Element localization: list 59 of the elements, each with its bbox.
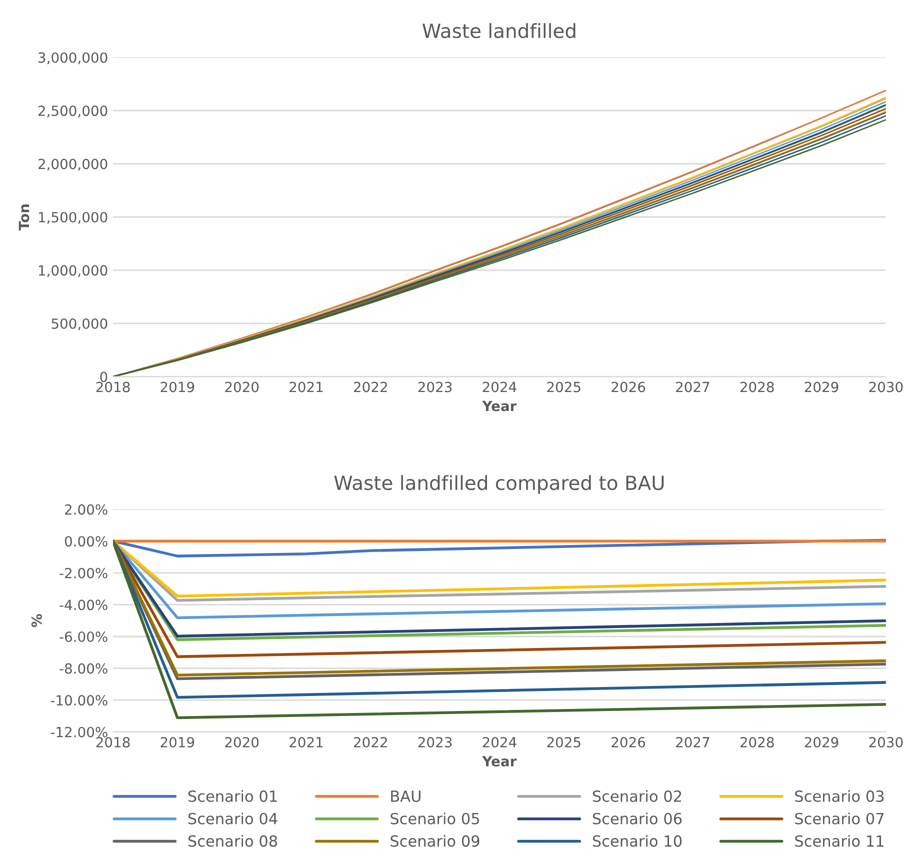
x-tick-label: 2021 — [290, 736, 323, 748]
legend-label: Scenario 07 — [795, 812, 884, 824]
y-tick-label: -6.00% — [60, 631, 108, 642]
x-axis-title: Year — [482, 400, 517, 412]
x-tick-label: 2022 — [354, 736, 387, 748]
x-tick-label: 2024 — [482, 736, 516, 748]
legend-label: Scenario 06 — [592, 812, 682, 824]
chart-title: Waste landfilled compared to BAU — [334, 475, 664, 494]
x-tick-label: 2027 — [676, 736, 710, 748]
chart-title: Waste landfilled — [422, 23, 576, 38]
x-tick-label: 2024 — [482, 382, 516, 392]
x-tick-label: 2029 — [804, 382, 838, 392]
x-tick-label: 2021 — [290, 382, 323, 392]
x-tick-label: 2018 — [96, 736, 130, 748]
legend-label: Scenario 10 — [592, 834, 682, 847]
y-tick-label: 1,500,000 — [38, 212, 108, 224]
y-tick-label: 1,000,000 — [38, 265, 108, 278]
y-tick-label: -4.00% — [60, 600, 108, 610]
y-tick-label: 0.00% — [64, 536, 108, 547]
x-tick-label: 2030 — [869, 382, 903, 392]
x-tick-label: 2027 — [676, 382, 710, 392]
y-axis-title: % — [31, 614, 42, 628]
legend-label: Scenario 09 — [390, 834, 480, 847]
x-tick-label: 2018 — [96, 382, 130, 392]
legend-label: Scenario 11 — [795, 834, 884, 847]
x-tick-label: 2023 — [418, 736, 452, 748]
x-tick-label: 2023 — [418, 382, 452, 392]
legend-label: BAU — [391, 790, 420, 802]
x-tick-label: 2022 — [354, 382, 387, 392]
x-tick-label: 2019 — [160, 736, 194, 748]
legend-label: Scenario 08 — [188, 834, 278, 847]
y-tick-label: 3,000,000 — [38, 52, 108, 64]
x-tick-label: 2025 — [547, 736, 580, 748]
x-axis-title: Year — [482, 756, 517, 766]
x-tick-label: 2020 — [225, 736, 259, 748]
x-tick-label: 2019 — [160, 382, 194, 392]
x-tick-label: 2026 — [612, 736, 646, 748]
x-tick-label: 2028 — [740, 736, 774, 748]
y-tick-label: -12.00% — [50, 726, 108, 738]
x-tick-label: 2029 — [804, 736, 838, 748]
y-tick-label: -2.00% — [60, 568, 108, 578]
legend-label: Scenario 03 — [795, 790, 884, 802]
x-tick-label: 2026 — [612, 382, 646, 392]
x-tick-label: 2028 — [740, 382, 774, 392]
y-tick-label: 500,000 — [52, 318, 108, 330]
legend-label: Scenario 04 — [188, 812, 278, 824]
y-tick-label: -8.00% — [60, 663, 108, 674]
y-axis-title: Ton — [18, 204, 30, 230]
x-tick-label: 2020 — [225, 382, 259, 392]
y-tick-label: -10.00% — [50, 695, 108, 706]
legend-label: Scenario 02 — [592, 790, 682, 802]
legend-label: Scenario 05 — [390, 812, 480, 824]
x-tick-label: 2025 — [547, 382, 580, 392]
y-tick-label: 2,000,000 — [38, 158, 108, 171]
y-tick-label: 0 — [100, 372, 108, 382]
x-tick-label: 2030 — [869, 736, 903, 748]
y-tick-label: 2.00% — [65, 504, 108, 515]
legend-label: Scenario 01 — [188, 790, 277, 802]
y-tick-label: 2,500,000 — [38, 106, 108, 118]
